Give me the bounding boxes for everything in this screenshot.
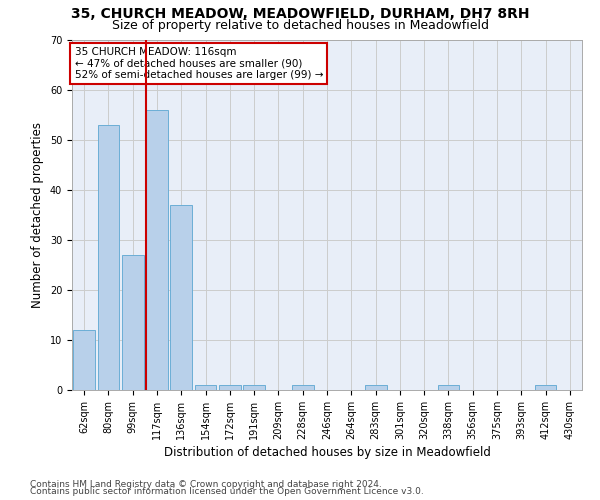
Text: Size of property relative to detached houses in Meadowfield: Size of property relative to detached ho… xyxy=(112,18,488,32)
Bar xyxy=(122,255,143,390)
Bar xyxy=(535,385,556,390)
Y-axis label: Number of detached properties: Number of detached properties xyxy=(31,122,44,308)
Bar xyxy=(73,330,95,390)
Bar xyxy=(146,110,168,390)
Bar xyxy=(97,125,119,390)
Bar xyxy=(437,385,460,390)
Text: Contains HM Land Registry data © Crown copyright and database right 2024.: Contains HM Land Registry data © Crown c… xyxy=(30,480,382,489)
Text: 35 CHURCH MEADOW: 116sqm
← 47% of detached houses are smaller (90)
52% of semi-d: 35 CHURCH MEADOW: 116sqm ← 47% of detach… xyxy=(74,47,323,80)
Bar xyxy=(170,205,192,390)
Text: Contains public sector information licensed under the Open Government Licence v3: Contains public sector information licen… xyxy=(30,488,424,496)
X-axis label: Distribution of detached houses by size in Meadowfield: Distribution of detached houses by size … xyxy=(164,446,490,459)
Bar xyxy=(243,385,265,390)
Bar xyxy=(194,385,217,390)
Text: 35, CHURCH MEADOW, MEADOWFIELD, DURHAM, DH7 8RH: 35, CHURCH MEADOW, MEADOWFIELD, DURHAM, … xyxy=(71,8,529,22)
Bar xyxy=(365,385,386,390)
Bar xyxy=(219,385,241,390)
Bar xyxy=(292,385,314,390)
